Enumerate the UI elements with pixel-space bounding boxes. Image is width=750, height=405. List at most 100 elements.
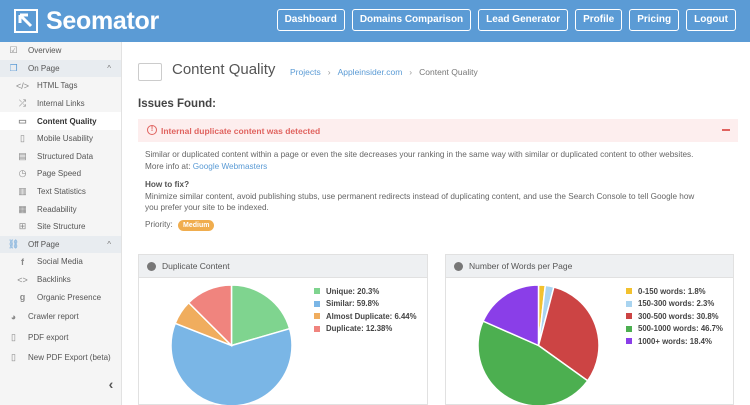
sidebar-item-pdf-export[interactable]: ▯ PDF export [0, 328, 121, 348]
sidebar-item-label: Structured Data [37, 151, 94, 161]
shuffle-icon: ⤮ [18, 98, 27, 109]
sidebar-item-label: Content Quality [37, 116, 97, 126]
top-navbar: Seomator Dashboard Domains Comparison Le… [0, 0, 750, 42]
sidebar-item-crawler-report[interactable]: ◕ Crawler report [0, 306, 121, 328]
sidebar-section-off-page[interactable]: ⛓ Off Page ^ [0, 235, 121, 254]
sidebar-item-label: Off Page [28, 239, 60, 249]
legend-swatch [626, 338, 632, 345]
card-header: Number of Words per Page [446, 255, 733, 278]
how-to-fix-line-1: Minimize similar content, avoid publishi… [145, 192, 695, 201]
sidebar-item-overview[interactable]: ☑ Overview [0, 42, 121, 60]
link-icon: ⛓ [7, 238, 20, 249]
brand-logo[interactable]: Seomator [14, 7, 159, 35]
pie-icon: ◕ [10, 311, 17, 322]
facebook-icon: f [21, 256, 24, 267]
legend-swatch [626, 288, 632, 295]
document-icon: ▥ [18, 186, 27, 197]
how-to-fix-line-2: you prefer your site to be indexed. [145, 203, 269, 212]
legend-swatch [314, 313, 320, 320]
breadcrumb-current: Content Quality [419, 67, 478, 77]
alert-message: Internal duplicate content was detected [161, 125, 321, 136]
breadcrumb: Projects › Appleinsider.com › Content Qualit… [290, 67, 478, 77]
brand-name: Seomator [46, 7, 159, 35]
sidebar-item-internal-links[interactable]: ⤮ Internal Links [0, 95, 121, 113]
sidebar-item-organic-presence[interactable]: g Organic Presence [0, 288, 121, 306]
backlinks-icon: <> [17, 274, 28, 285]
pie-chart-icon [147, 261, 156, 271]
alert-circle-icon: ! [147, 125, 157, 135]
breadcrumb-separator: › [327, 67, 331, 77]
legend-item-300-500-words[interactable]: 300-500 words: 30.8% [626, 310, 723, 323]
page-title: Content Quality [172, 61, 276, 78]
words-per-page-legend: 0-150 words: 1.8% 150-300 words: 2.3% 300-… [626, 285, 723, 348]
sidebar-item-label: Readability [37, 204, 77, 214]
sidebar-item-label: New PDF Export (beta) [28, 353, 111, 363]
chevron-up-icon: ^ [107, 239, 111, 249]
tablet-icon: ▯ [20, 133, 25, 144]
sidebar-item-page-speed[interactable]: ◷ Page Speed [0, 165, 121, 183]
sidebar-item-mobile-usability[interactable]: ▯ Mobile Usability [0, 130, 121, 148]
pie-slice-duplicate[interactable] [187, 284, 233, 348]
sidebar-item-text-statistics[interactable]: ▥ Text Statistics [0, 183, 121, 201]
legend-item-duplicate[interactable]: Duplicate: 12.38% [314, 323, 417, 336]
nav-dashboard-button[interactable]: Dashboard [276, 9, 345, 31]
sidebar-collapse-button[interactable]: ‹ [108, 376, 114, 392]
legend-item-150-300-words[interactable]: 150-300 words: 2.3% [626, 298, 723, 311]
main-content: Content Quality Projects › Appleinsider.co… [123, 42, 750, 405]
sidebar-item-site-structure[interactable]: ⊞ Site Structure [0, 218, 121, 236]
breadcrumb-domain-link[interactable]: Appleinsider.com [337, 67, 403, 77]
nav-profile-button[interactable]: Profile [575, 9, 623, 31]
collapse-minus-icon[interactable] [722, 129, 730, 131]
legend-item-almost-duplicate[interactable]: Almost Duplicate: 6.44% [314, 310, 417, 323]
legend-item-1000-words[interactable]: 1000+ words: 18.4% [626, 335, 723, 348]
sidebar-item-new-pdf-export[interactable]: ▯ New PDF Export (beta) [0, 348, 121, 368]
words-per-page-card: Number of Words per Page 0-150 words: 1.… [445, 254, 734, 405]
legend-swatch [314, 300, 320, 307]
legend-swatch [626, 300, 632, 307]
file-icon: ▤ [18, 150, 27, 161]
breadcrumb-projects-link[interactable]: Projects [290, 67, 321, 77]
pie-slice-500-1000-words[interactable] [477, 320, 589, 405]
pie-slice-1000-words[interactable] [482, 284, 540, 347]
nav-logout-button[interactable]: Logout [686, 9, 736, 31]
legend-item-0-150-words[interactable]: 0-150 words: 1.8% [626, 285, 723, 298]
chevron-up-icon: ^ [107, 63, 111, 73]
duplicate-content-card: Duplicate Content Unique: 20.3% Similar: … [138, 254, 428, 405]
sidebar-item-backlinks[interactable]: <> Backlinks [0, 271, 121, 289]
nav-domains-comparison-button[interactable]: Domains Comparison [351, 9, 472, 31]
legend-item-500-1000-words[interactable]: 500-1000 words: 46.7% [626, 323, 723, 336]
nav-lead-generator-button[interactable]: Lead Generator [478, 9, 569, 31]
google-icon: g [19, 292, 26, 303]
legend-label: 0-150 words: 1.8% [638, 286, 706, 296]
sidebar-item-readability[interactable]: ▦ Readability [0, 200, 121, 218]
sidebar-item-label: Text Statistics [37, 187, 86, 197]
legend-item-unique[interactable]: Unique: 20.3% [314, 285, 417, 298]
logo-arrow-icon [14, 9, 38, 33]
pie-slice-300-500-words[interactable] [537, 286, 600, 382]
more-info-label: More info at: [145, 162, 191, 171]
priority-label: Priority: [145, 220, 173, 229]
copy-icon: ❐ [9, 62, 18, 73]
sidebar-item-label: On Page [28, 63, 60, 73]
code-icon: </> [16, 80, 30, 91]
pie-slice-unique[interactable] [230, 284, 291, 347]
google-webmasters-link[interactable]: Google Webmasters [192, 162, 268, 171]
sidebar-item-html-tags[interactable]: </> HTML Tags [0, 77, 121, 95]
legend-item-similar[interactable]: Similar: 59.8% [314, 298, 417, 311]
sidebar-item-structured-data[interactable]: ▤ Structured Data [0, 148, 121, 166]
sidebar-item-content-quality[interactable]: ▭ Content Quality [0, 112, 121, 130]
legend-label: Similar: 59.8% [326, 299, 379, 309]
sidebar-item-label: Site Structure [37, 222, 86, 232]
sidebar-item-social-media[interactable]: f Social Media [0, 253, 121, 271]
nav-pricing-button[interactable]: Pricing [629, 9, 680, 31]
legend-label: Almost Duplicate: 6.44% [326, 311, 417, 321]
issue-alert[interactable]: ! Internal duplicate content was detecte… [138, 119, 738, 142]
sidebar-item-label: Internal Links [37, 99, 85, 109]
pdf-icon: ▯ [11, 352, 16, 363]
pie-slice-similar[interactable] [170, 322, 293, 405]
stopwatch-icon: ◷ [18, 168, 27, 179]
sidebar-section-on-page[interactable]: ❐ On Page ^ [0, 59, 121, 78]
card-title: Number of Words per Page [469, 261, 573, 271]
legend-swatch [626, 313, 632, 320]
legend-label: Duplicate: 12.38% [326, 324, 393, 334]
